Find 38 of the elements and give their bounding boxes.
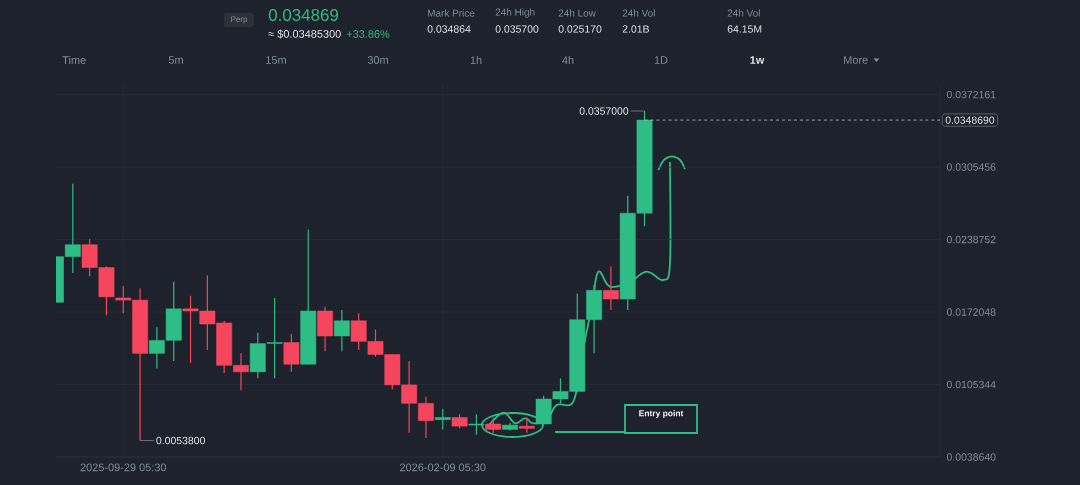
text: 24h Low xyxy=(558,9,596,17)
text: Mark Price xyxy=(428,9,475,17)
y-tick-label: 0.0038640 xyxy=(946,453,996,461)
text: +33.86% xyxy=(346,30,390,38)
text: 1h xyxy=(470,56,482,64)
text: 1D xyxy=(654,56,668,64)
text: More xyxy=(844,56,868,64)
text: 64.15M xyxy=(727,25,762,33)
annotation: 0.0053800 xyxy=(156,436,205,445)
annotation: Entry point xyxy=(639,410,684,418)
text: 24h High xyxy=(495,8,535,18)
y-tick-label: 0.0172048 xyxy=(946,308,996,316)
candlestick xyxy=(283,333,300,373)
y-tick-label: 0.0238752 xyxy=(946,235,996,244)
text: 30m xyxy=(367,56,388,64)
text: 5m xyxy=(168,56,183,64)
text: 0.035700 xyxy=(495,25,539,33)
text: 1w xyxy=(750,56,765,64)
y-tick-label: 0.0372161 xyxy=(946,90,996,99)
x-tick-label: 2026-02-09 05:30 xyxy=(400,463,486,472)
annotation: 0.0357000 xyxy=(579,107,629,115)
text: 2.01B xyxy=(622,25,649,33)
y-tick-label: 0.0305456 xyxy=(946,163,996,171)
text: ≈ $0.03485300 xyxy=(268,29,341,39)
candlestick xyxy=(434,408,451,431)
text: 4h xyxy=(562,56,574,64)
y-tick-label: 0.0105344 xyxy=(946,380,996,389)
text: 15m xyxy=(266,56,286,64)
text: 24h Vol xyxy=(727,9,760,17)
candlestick xyxy=(603,265,619,311)
ref-line-label: 0.0348690 xyxy=(945,116,995,124)
text: Time xyxy=(62,55,86,65)
text: 0.025170 xyxy=(558,25,602,33)
text: 0.034864 xyxy=(427,25,471,33)
x-tick-label: 2025-09-29 05:30 xyxy=(80,463,167,472)
text: 24h Vol xyxy=(622,9,655,17)
candlestick xyxy=(333,309,350,352)
text: 0.034869 xyxy=(268,8,339,21)
